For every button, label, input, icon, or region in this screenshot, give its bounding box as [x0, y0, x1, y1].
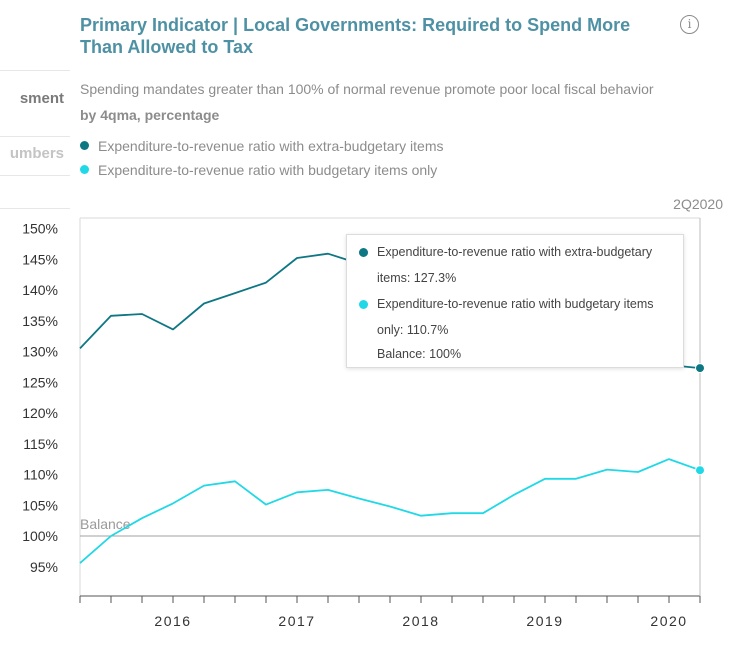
y-tick-label: 135% [22, 313, 58, 329]
legend-item-budgetary-only[interactable]: Expenditure-to-revenue ratio with budget… [80, 162, 437, 178]
x-tick-label: 2018 [402, 613, 439, 629]
legend-label: Expenditure-to-revenue ratio with extra-… [98, 138, 444, 154]
chart-tooltip: Expenditure-to-revenue ratio with extra-… [346, 234, 684, 368]
y-tick-label: 105% [22, 497, 58, 513]
chart-subtitle: Spending mandates greater than 100% of n… [80, 81, 654, 97]
tooltip-text: Expenditure-to-revenue ratio with budget… [377, 297, 654, 337]
unit-label: by 4qma, percentage [80, 107, 220, 123]
tooltip-row-balance: Balance: 100% [359, 341, 675, 367]
tooltip-marker-icon [359, 300, 368, 309]
sidebar-divider [0, 70, 70, 71]
y-tick-label: 120% [22, 405, 58, 421]
balance-reference-label: Balance [80, 516, 131, 532]
info-icon[interactable]: i [680, 15, 699, 34]
legend-marker-icon [80, 165, 89, 174]
chart-title: Primary Indicator | Local Governments: R… [80, 15, 631, 57]
y-tick-label: 130% [22, 344, 58, 360]
x-tick-label: 2016 [154, 613, 191, 629]
y-tick-label: 115% [23, 436, 58, 452]
y-tick-label: 150% [22, 221, 58, 237]
sidebar: sment umbers [0, 0, 70, 652]
tooltip-row-budgetary-only: Expenditure-to-revenue ratio with budget… [359, 291, 675, 343]
legend-marker-icon [80, 141, 89, 150]
sidebar-divider [0, 175, 70, 176]
y-tick-label: 140% [22, 282, 58, 298]
y-tick-label: 145% [22, 251, 58, 267]
legend-label: Expenditure-to-revenue ratio with budget… [98, 162, 438, 178]
y-tick-label: 100% [22, 528, 58, 544]
sidebar-divider [0, 208, 70, 209]
tooltip-text: Expenditure-to-revenue ratio with extra-… [377, 245, 653, 285]
hover-point-budgetary-only [695, 465, 705, 476]
y-tick-label: 125% [22, 374, 58, 390]
hover-point-extra-budgetary [695, 363, 705, 374]
sidebar-divider [0, 136, 70, 137]
x-tick-label: 2020 [650, 613, 687, 629]
legend-item-extra-budgetary[interactable]: Expenditure-to-revenue ratio with extra-… [80, 138, 444, 154]
x-tick-label: 2019 [526, 613, 563, 629]
tooltip-marker-icon [359, 248, 368, 257]
hover-period-label: 2Q2020 [673, 196, 723, 212]
y-tick-label: 95% [30, 559, 58, 575]
x-tick-label: 2017 [278, 613, 315, 629]
tooltip-row-extra-budgetary: Expenditure-to-revenue ratio with extra-… [359, 239, 675, 291]
sidebar-item-numbers[interactable]: umbers [9, 145, 64, 162]
y-tick-label: 110% [23, 467, 58, 483]
tooltip-text: Balance: 100% [377, 347, 462, 361]
sidebar-item-assessment[interactable]: sment [19, 90, 64, 107]
series-line-budgetary-only [79, 458, 701, 564]
